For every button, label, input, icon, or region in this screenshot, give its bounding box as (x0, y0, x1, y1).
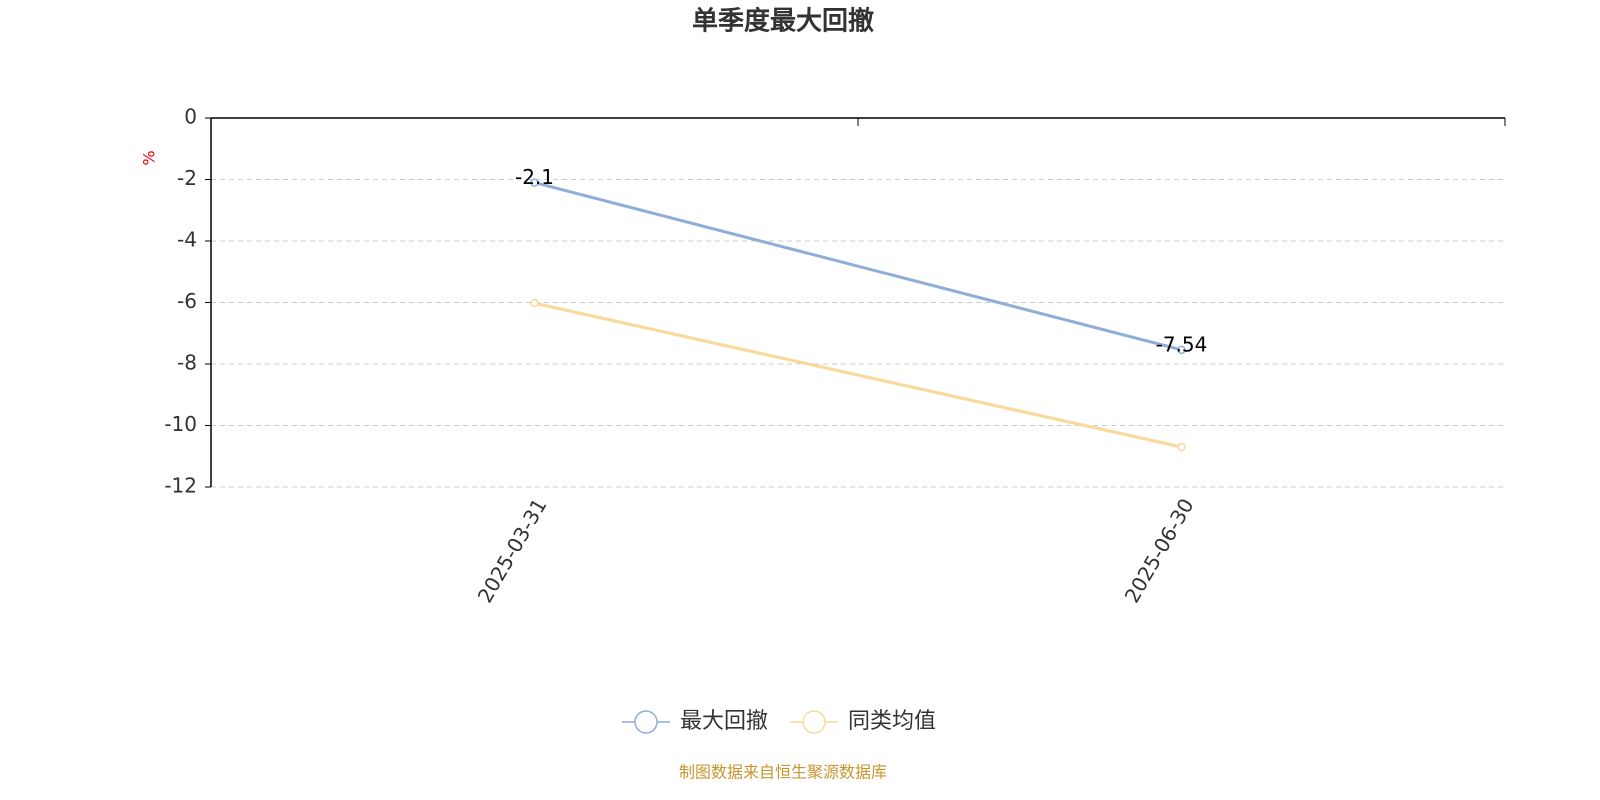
data-label: -2.1 (515, 165, 554, 189)
y-tick-label: -2 (177, 166, 197, 190)
source-note: 制图数据来自恒生聚源数据库 (679, 763, 887, 782)
y-tick-label: -8 (177, 351, 197, 375)
legend-marker (634, 710, 658, 734)
series-line (534, 301, 1182, 449)
legend-label: 最大回撤 (680, 709, 768, 734)
y-tick-label: -10 (164, 412, 197, 436)
x-tick-label: 2025-06-30 (1120, 494, 1199, 607)
legend-label: 同类均值 (848, 709, 936, 734)
legend-marker (802, 710, 826, 734)
data-point (1177, 442, 1186, 452)
y-tick-label: 0 (184, 105, 197, 129)
chart-title: 单季度最大回撤 (692, 6, 874, 37)
y-axis-label: % (140, 150, 159, 165)
data-point (530, 178, 539, 187)
y-tick-label: -4 (177, 228, 197, 252)
series-line (534, 181, 1182, 352)
data-point (1177, 345, 1186, 355)
y-tick-label: -12 (164, 474, 197, 498)
x-tick-label: 2025-03-31 (473, 494, 552, 607)
y-tick-label: -6 (177, 289, 197, 313)
data-label: -7.54 (1156, 332, 1208, 356)
data-point (530, 298, 539, 308)
